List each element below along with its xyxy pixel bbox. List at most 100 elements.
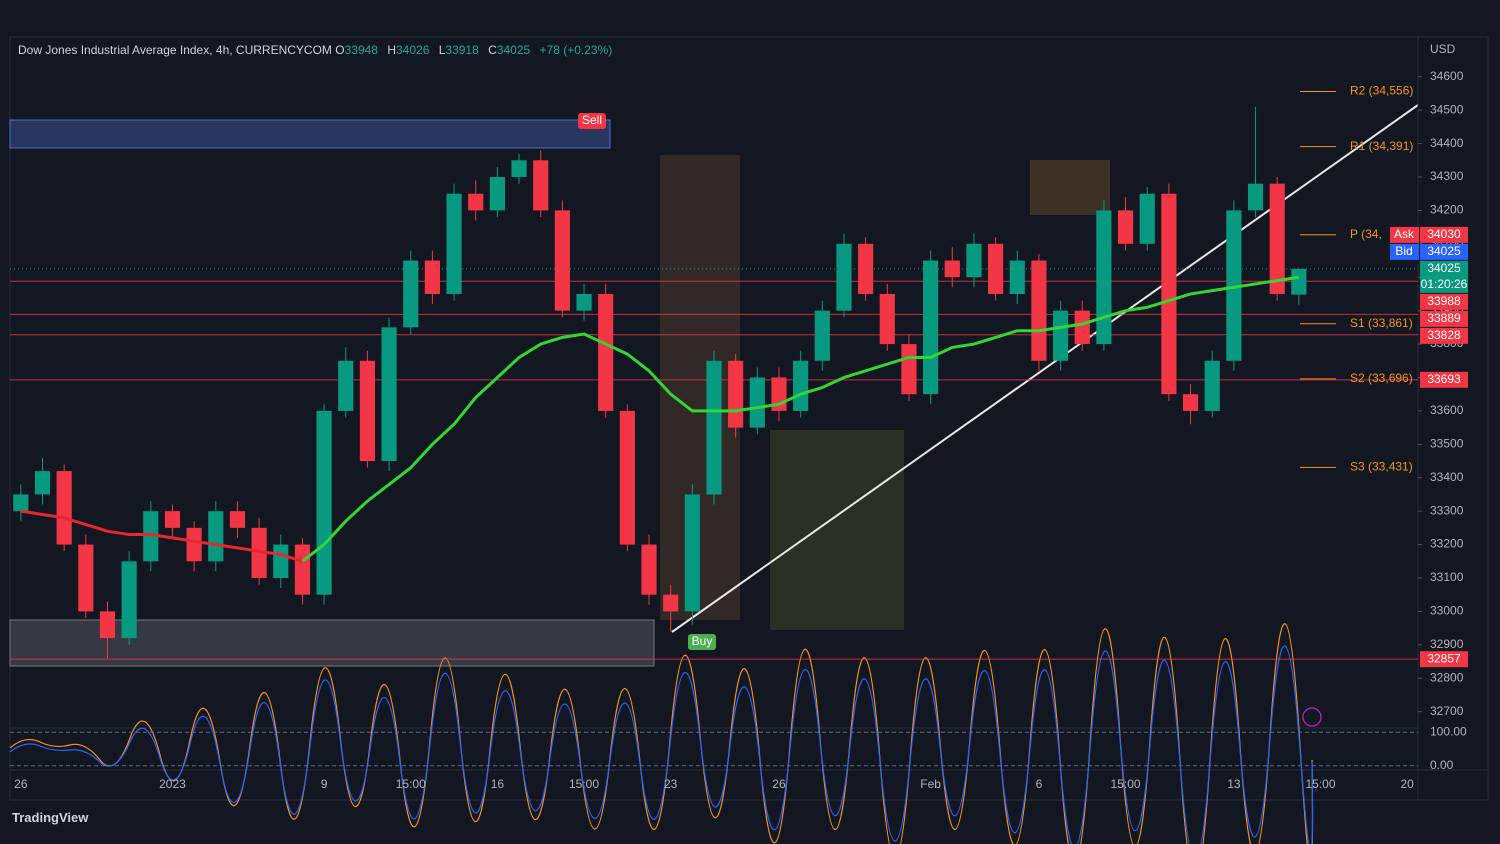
- candle-body: [208, 511, 224, 562]
- oscillator-tick-label: 0.00: [1430, 758, 1454, 772]
- candle-body: [858, 243, 874, 294]
- brand[interactable]: TradingView: [12, 810, 89, 825]
- candle-body: [1096, 210, 1112, 345]
- pivot-label: S3 (33,431): [1350, 460, 1413, 474]
- candle-body: [381, 327, 397, 462]
- candle-body: [424, 260, 440, 294]
- level-label: 33889: [1427, 311, 1461, 325]
- candle-body: [1117, 210, 1134, 244]
- buy-signal: Buy: [688, 634, 716, 650]
- symbol-legend: Dow Jones Industrial Average Index, 4h, …: [18, 43, 618, 57]
- level-box: [1420, 371, 1468, 388]
- candle-body: [641, 544, 657, 595]
- oscillator-tick-label: 100.00: [1430, 724, 1467, 738]
- alert-icon[interactable]: [1302, 707, 1322, 727]
- candle-body: [99, 611, 116, 639]
- candle-body: [164, 511, 181, 528]
- candle-body: [619, 410, 635, 545]
- level-box: [1420, 293, 1468, 310]
- candle-body: [56, 471, 72, 545]
- candle-body: [316, 410, 332, 595]
- oscillator-signal: [9, 645, 1314, 844]
- bid-tag-label: Bid: [1395, 244, 1412, 258]
- ohlc-value: 33948: [344, 43, 378, 57]
- y-tick-label: 34200: [1430, 203, 1464, 217]
- moving-average: [20, 509, 303, 563]
- candle-body: [684, 494, 700, 612]
- ask-label: 34030: [1427, 227, 1461, 241]
- candle-body: [251, 527, 267, 578]
- candle-body: [1247, 183, 1264, 211]
- candle-body: [533, 160, 549, 211]
- candle-body: [273, 544, 289, 578]
- candle-body: [1053, 310, 1069, 361]
- y-tick-label: 32900: [1430, 637, 1464, 651]
- ohlc-value: 33918: [445, 43, 479, 57]
- candle-body: [749, 377, 765, 428]
- sell-signal: Sell: [578, 113, 606, 129]
- candle-body: [489, 177, 505, 211]
- candle-body: [186, 527, 202, 562]
- x-tick-label: Feb: [920, 777, 941, 791]
- candle-body: [143, 511, 159, 562]
- level-label: 32857: [1427, 651, 1461, 665]
- x-tick-label: 23: [664, 777, 678, 791]
- ask-box: [1420, 226, 1468, 243]
- candle-body: [1139, 193, 1155, 244]
- sell-badge: [578, 113, 606, 129]
- ohlc-value: 34026: [396, 43, 430, 57]
- chart-frame: [9, 36, 1489, 801]
- candle-body: [468, 193, 484, 211]
- y-tick-label: 33400: [1430, 470, 1464, 484]
- y-tick-label: 32700: [1430, 704, 1464, 718]
- ask-tag-label: Ask: [1394, 227, 1415, 241]
- candle-body: [988, 243, 1004, 294]
- level-label: 33693: [1427, 372, 1461, 386]
- y-tick-label: 33500: [1430, 436, 1464, 450]
- candle-body: [836, 243, 852, 311]
- y-tick-label: 34600: [1430, 69, 1464, 83]
- candle-body: [1009, 260, 1025, 294]
- candle-body: [814, 310, 830, 361]
- sell-label: Sell: [582, 113, 602, 127]
- x-tick-label: 15:00: [569, 777, 599, 791]
- candle-body: [944, 260, 960, 278]
- candle-body: [338, 360, 354, 411]
- y-tick-label: 33200: [1430, 537, 1464, 551]
- buy-badge: [688, 634, 716, 650]
- y-tick-label: 34400: [1430, 136, 1464, 150]
- candle-body: [511, 160, 527, 177]
- x-tick-label: 15:00: [396, 777, 426, 791]
- last-price-box: [1420, 260, 1468, 293]
- candle-body: [1161, 193, 1177, 395]
- x-tick-label: 16: [491, 777, 505, 791]
- candle-body: [576, 293, 592, 311]
- candle-body: [1031, 260, 1047, 361]
- x-tick-label: 15:00: [1306, 777, 1336, 791]
- y-tick-label: 33300: [1430, 503, 1464, 517]
- moving-average: [301, 275, 1300, 563]
- candle-body: [1204, 360, 1220, 411]
- candle-body: [13, 494, 29, 512]
- x-tick-label: 26: [14, 777, 28, 791]
- candle-body: [728, 360, 744, 428]
- level-box: [1420, 327, 1468, 344]
- level-box: [1420, 651, 1468, 668]
- candle-body: [901, 344, 917, 395]
- candle-body: [879, 293, 895, 345]
- x-tick-label: 6: [1036, 777, 1043, 791]
- x-tick-label: 13: [1227, 777, 1241, 791]
- zone-fill: [770, 430, 904, 630]
- zone-fill: [1030, 160, 1110, 215]
- candle-body: [663, 594, 679, 612]
- x-tick-label: 2023: [159, 777, 186, 791]
- candle-body: [966, 243, 982, 278]
- candle-body: [1226, 210, 1242, 361]
- x-tick-label: 20: [1400, 777, 1414, 791]
- bid-tag: [1390, 243, 1419, 260]
- pivot-label: S2 (33,696): [1350, 371, 1413, 385]
- level-box: [1420, 310, 1468, 327]
- y-tick-label: 34500: [1430, 102, 1464, 116]
